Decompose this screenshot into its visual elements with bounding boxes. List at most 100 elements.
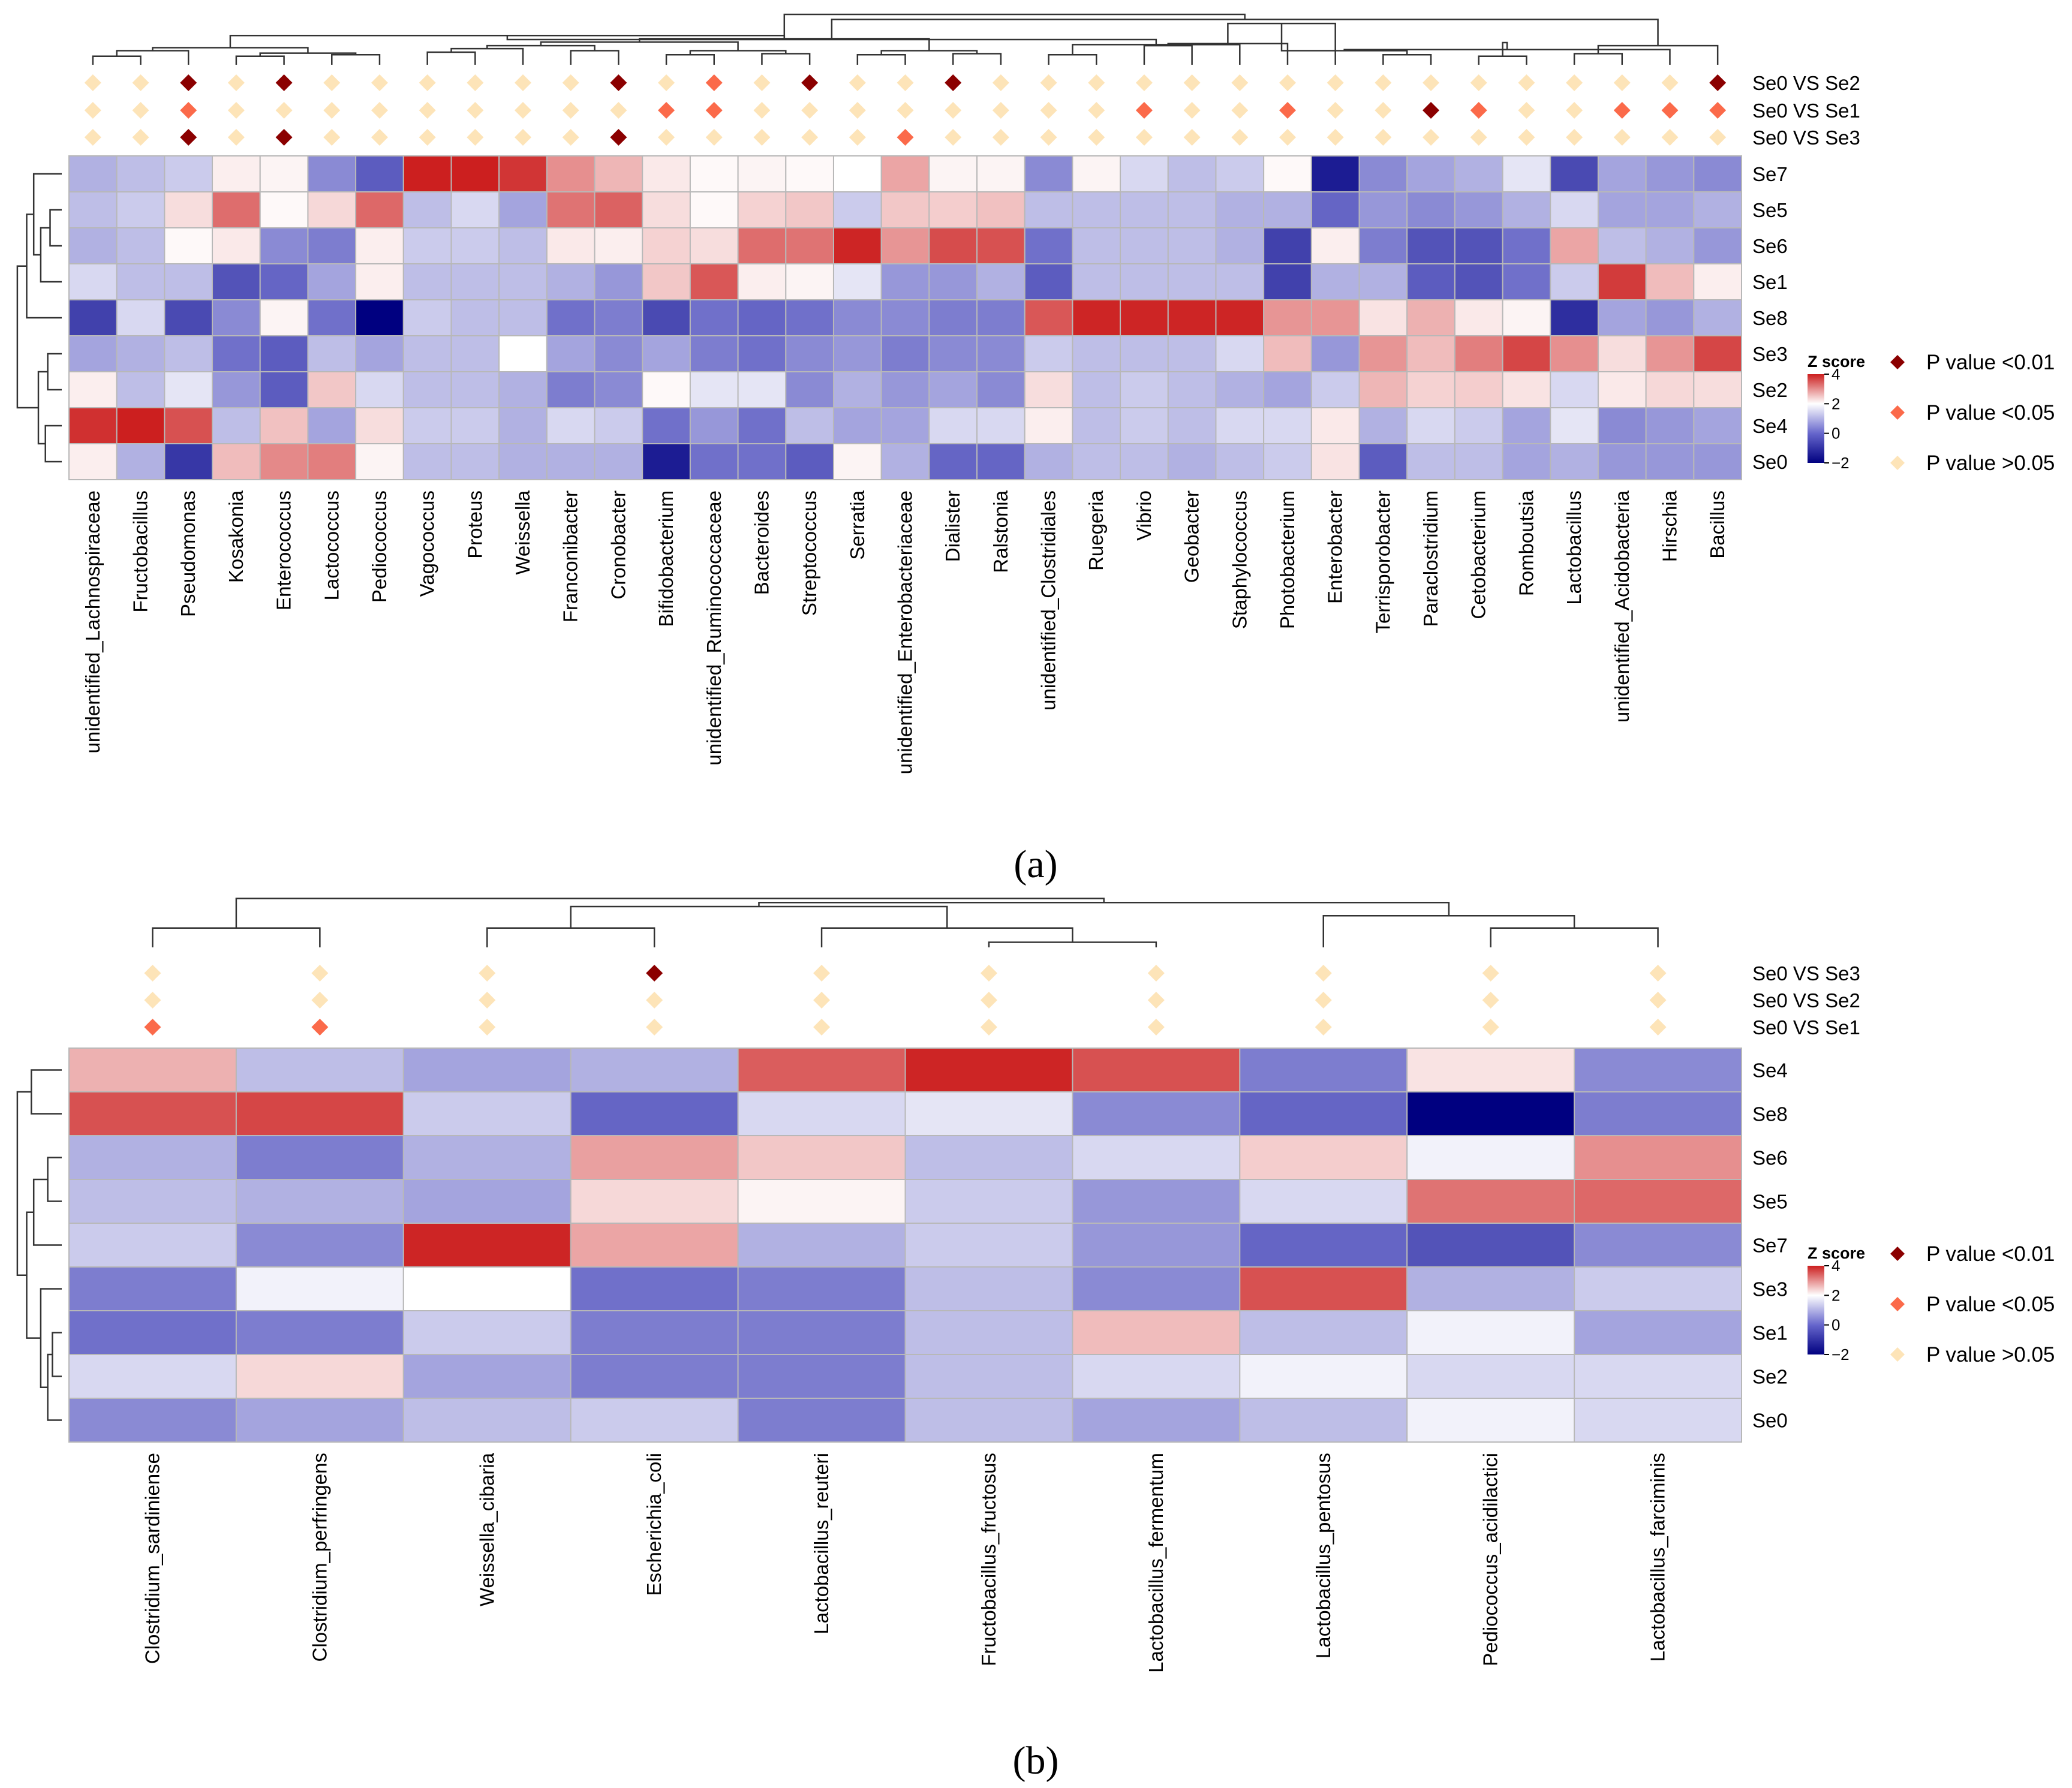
column-label: unidentified_Enterobacteriaceae [894, 490, 916, 774]
heatmap-cell [1574, 1310, 1743, 1355]
heatmap-cell [68, 407, 118, 444]
heatmap-cell [976, 371, 1026, 408]
column-label: Weissella [512, 490, 534, 574]
significance-diamond [1423, 74, 1440, 91]
dendrogram-branch [1502, 41, 1508, 56]
heatmap-cell [1072, 335, 1121, 372]
heatmap-cell [737, 407, 787, 444]
dendrogram-branch [47, 1157, 62, 1202]
significance-diamond [897, 102, 914, 119]
heatmap-cell [546, 155, 596, 192]
heatmap-cell [1310, 443, 1360, 480]
heatmap-cell [1574, 1091, 1743, 1136]
heatmap-cell [235, 1398, 404, 1443]
heatmap-cell [1574, 1135, 1743, 1180]
significance-diamond [753, 74, 771, 91]
heatmap-cell [689, 407, 739, 444]
heatmap-cell [164, 227, 213, 264]
significance-diamond [1661, 129, 1679, 146]
legend-diamond [1890, 1247, 1905, 1261]
heatmap-cell [259, 191, 309, 228]
heatmap-panel-a: Se0 VS Se2 Se0 VS Se1 Se0 VS Se3 Se7 Se5 Se6… [16, 13, 2055, 774]
significance-diamond [1709, 74, 1727, 91]
heatmap-cell [68, 263, 118, 300]
significance-diamond [1088, 102, 1105, 119]
heatmap-cell [737, 1135, 906, 1180]
legend-label: P value >0.05 [1926, 1343, 2055, 1366]
heatmap-cell [1167, 263, 1217, 300]
dendrogram-branch [331, 53, 381, 65]
heatmap-cell [68, 335, 118, 372]
heatmap-cell [1597, 263, 1647, 300]
heatmap-cell [1263, 299, 1312, 336]
significance-diamond [467, 102, 484, 119]
significance-diamond [610, 102, 627, 119]
significance-diamond [1470, 129, 1487, 146]
heatmap-cell [402, 1398, 572, 1443]
significance-diamond [1423, 129, 1440, 146]
significance-diamond [1327, 129, 1344, 146]
significance-diamond [180, 74, 197, 91]
dendrogram-branch [37, 371, 48, 445]
heatmap-cell [1406, 1179, 1575, 1224]
column-label: Enterococcus [273, 490, 295, 610]
heatmap-cell [546, 407, 596, 444]
heatmap-cell [1263, 371, 1312, 408]
significance-diamond [562, 129, 579, 146]
heatmap-cell [737, 1091, 906, 1136]
heatmap-cell [402, 1310, 572, 1355]
heatmap-cell [450, 191, 500, 228]
heatmap-cell [1550, 263, 1599, 300]
heatmap-cell [116, 443, 166, 480]
heatmap-cell [1120, 443, 1169, 480]
significance-diamond [1566, 74, 1583, 91]
heatmap-cell [1024, 335, 1073, 372]
comparison-labels-a: Se0 VS Se2 Se0 VS Se1 Se0 VS Se3 [1752, 72, 1860, 149]
row-labels-a: Se7 Se5 Se6 Se1 Se8 Se3 Se2 Se4 Se0 [1752, 163, 1788, 473]
column-label: Hirschia [1658, 490, 1680, 562]
heatmap-cell [594, 407, 643, 444]
heatmap-cell [546, 443, 596, 480]
heatmap-cell [212, 299, 261, 336]
column-label: Pediococcus [368, 490, 390, 603]
heatmap-cell [1645, 299, 1695, 336]
dendrogram-branch [1343, 49, 1671, 65]
heatmap-cell [450, 155, 500, 192]
heatmap-cell [259, 371, 309, 408]
heatmap-cell [355, 299, 404, 336]
heatmap-cell [1693, 407, 1742, 444]
heatmap-cell [546, 191, 596, 228]
heatmap-cell [1167, 155, 1217, 192]
significance-diamond [646, 992, 663, 1009]
heatmap-cell [1215, 443, 1265, 480]
colorbar-tick-label: 0 [1832, 425, 1840, 443]
heatmap-cell [1358, 335, 1408, 372]
heatmap-cell [1072, 191, 1121, 228]
row-label: Se6 [1752, 235, 1788, 257]
column-label: Lactococcus [320, 490, 342, 600]
significance-diamond [479, 1019, 496, 1036]
heatmap-cell [259, 263, 309, 300]
heatmap-cell [402, 1266, 572, 1311]
row-label: Se1 [1752, 271, 1788, 293]
heatmap-cell [570, 1310, 739, 1355]
significance-diamond [801, 129, 819, 146]
heatmap-cell [1406, 1135, 1575, 1180]
significance-markers-a [84, 74, 1727, 146]
significance-diamond [1423, 102, 1440, 119]
heatmap-cell [976, 155, 1026, 192]
column-label: unidentified_Lachnospiraceae [82, 490, 104, 754]
significance-diamond [646, 1019, 663, 1036]
heatmap-cell [546, 371, 596, 408]
heatmap-cell [1406, 1266, 1575, 1311]
significance-diamond [1327, 74, 1344, 91]
significance-diamond [1661, 102, 1679, 119]
column-label: Weissella_cibaria [476, 1452, 498, 1606]
heatmap-cell [1215, 371, 1265, 408]
heatmap-cell [1550, 155, 1599, 192]
heatmap-panel-b: Se0 VS Se3 Se0 VS Se2 Se0 VS Se1 Se4 Se8 Se6… [16, 898, 2055, 1673]
heatmap-cell [1072, 1091, 1241, 1136]
heatmap-cell [1358, 443, 1408, 480]
heatmap-cell [594, 155, 643, 192]
heatmap-cell [1645, 443, 1695, 480]
